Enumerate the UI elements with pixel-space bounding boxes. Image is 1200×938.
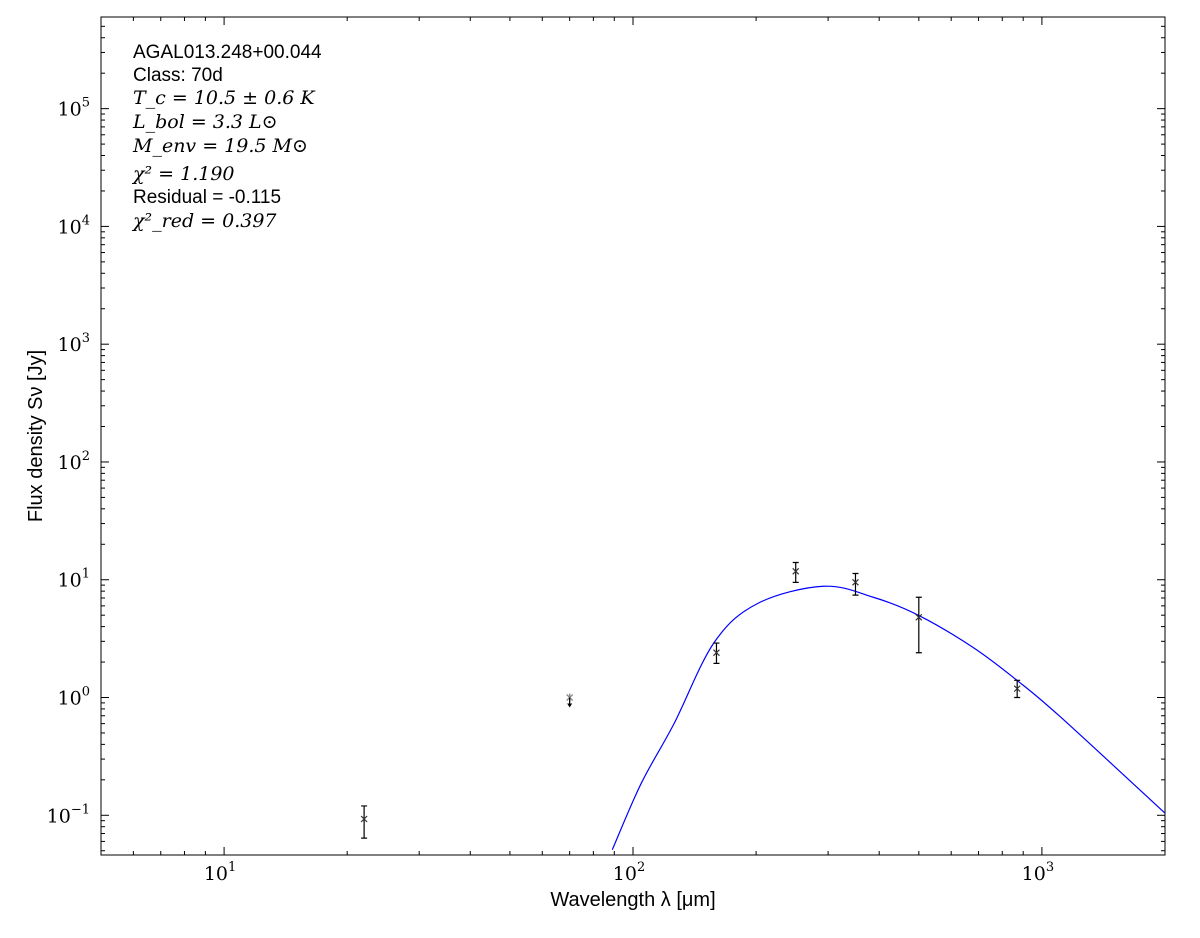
x-tick-label: 103 <box>1022 860 1054 885</box>
y-tick-label: 105 <box>58 96 90 121</box>
data-point <box>852 572 859 596</box>
upper-limit-arrowhead <box>567 703 573 708</box>
y-tick-label: 100 <box>58 685 90 710</box>
x-tick-exponent: 3 <box>1046 860 1054 875</box>
y-tick-exponent: −1 <box>71 802 90 817</box>
error-bar <box>792 561 799 583</box>
data-points <box>360 561 1021 839</box>
y-tick-exponent: 5 <box>82 96 90 111</box>
point-marker <box>915 613 923 621</box>
point-marker <box>360 815 368 823</box>
data-point <box>792 561 800 583</box>
model-curve <box>611 585 1165 850</box>
x-axis-label: Wavelength λ [μm] <box>550 889 715 911</box>
source-name: AGAL013.248+00.044 <box>133 42 322 63</box>
y-axis-label: Flux density Sν [Jy] <box>25 350 47 522</box>
x-tick-label: 101 <box>204 860 236 885</box>
error-bar <box>852 572 859 596</box>
x-tick-exponent: 2 <box>637 860 645 875</box>
point-marker <box>1013 685 1021 693</box>
class-label: Class: 70d <box>133 65 223 86</box>
data-point <box>713 642 720 664</box>
y-tick-label: 10−1 <box>47 802 90 827</box>
y-tick-exponent: 0 <box>82 685 90 700</box>
point-marker <box>713 649 720 657</box>
point-marker <box>792 567 800 575</box>
data-point <box>360 805 368 839</box>
point-marker <box>852 578 859 586</box>
temperature-label: T_c = 10.5 ± 0.6 K <box>133 87 316 109</box>
y-tick-exponent: 4 <box>82 213 90 228</box>
chi2-label: χ² = 1.190 <box>131 163 235 185</box>
x-tick-label: 102 <box>613 860 645 885</box>
y-tick-label: 102 <box>58 449 90 474</box>
axis-ticks <box>100 16 1166 855</box>
luminosity-label: L_bol = 3.3 L⊙ <box>132 111 278 133</box>
error-bar <box>915 596 922 654</box>
data-point <box>915 596 923 654</box>
residual-label: Residual = -0.115 <box>133 187 281 208</box>
y-tick-exponent: 3 <box>82 331 90 346</box>
chi2-red-label: χ²_red = 0.397 <box>131 210 277 232</box>
x-tick-labels: 101 102 103 <box>204 860 1054 885</box>
y-tick-label: 101 <box>58 567 90 592</box>
y-tick-label: 103 <box>58 331 90 356</box>
y-tick-exponent: 1 <box>82 567 90 582</box>
x-tick-exponent: 1 <box>228 860 236 875</box>
y-tick-label: 104 <box>58 213 90 238</box>
data-point <box>1013 679 1021 699</box>
mass-label: M_env = 19.5 M⊙ <box>132 135 308 157</box>
error-bar <box>361 805 368 839</box>
fit-annotations: AGAL013.248+00.044 Class: 70d T_c = 10.5… <box>131 42 322 232</box>
y-tick-exponent: 2 <box>82 449 90 464</box>
upper-limit-point <box>566 693 574 708</box>
